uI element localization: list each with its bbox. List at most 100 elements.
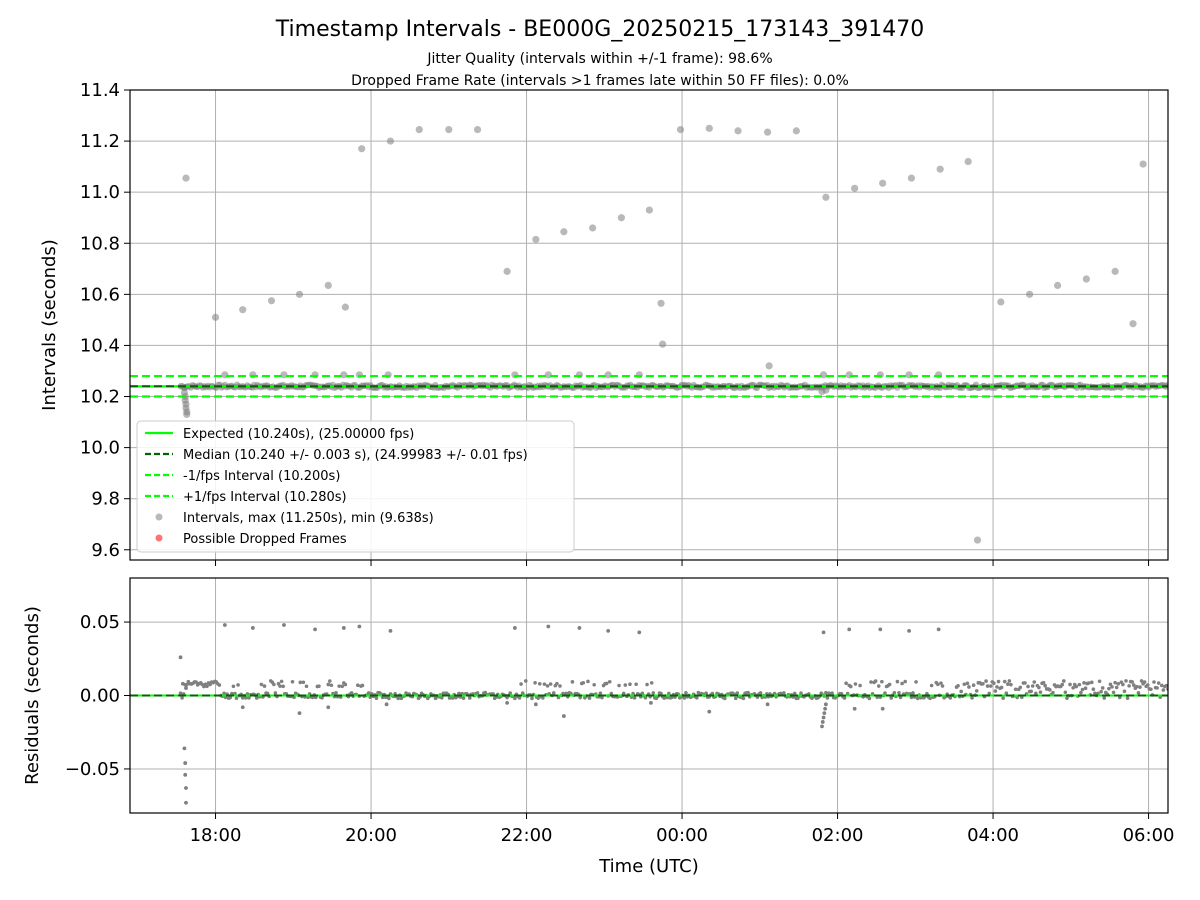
residual-point	[537, 681, 542, 686]
residuals-y-tick-label: −0.05	[65, 759, 120, 780]
residual-point	[272, 682, 276, 687]
residual-point	[1116, 682, 1121, 686]
intervals-y-tick-label: 10.6	[80, 284, 120, 305]
residual-point	[892, 690, 897, 695]
residuals-x-tick-label: 00:00	[656, 825, 708, 846]
residual-point	[659, 691, 663, 696]
residual-point	[230, 691, 234, 696]
intervals-y-tick-label: 9.6	[91, 540, 120, 561]
chart-title: Timestamp Intervals - BE000G_20250215_17…	[275, 17, 924, 42]
residual-point	[981, 681, 985, 686]
residual-point	[684, 691, 688, 695]
interval-point	[819, 371, 828, 379]
residual-point	[1007, 679, 1012, 683]
residual-point	[723, 696, 727, 701]
residual-point	[279, 679, 284, 684]
residual-point	[903, 679, 907, 684]
residual-point	[707, 709, 712, 714]
interval-point	[589, 224, 597, 232]
residuals-y-tick-label: 0.05	[80, 612, 120, 633]
residual-point	[180, 696, 184, 700]
residual-point	[281, 684, 285, 689]
residual-point	[1048, 688, 1052, 692]
residual-point	[564, 691, 568, 696]
residual-point	[184, 800, 188, 805]
residual-point	[183, 772, 188, 777]
residual-point	[1041, 680, 1046, 685]
residuals-x-tick-label: 06:00	[1123, 825, 1175, 846]
residual-point	[240, 705, 245, 710]
interval-point	[851, 184, 859, 192]
residual-point	[617, 683, 621, 688]
residual-point	[758, 691, 763, 695]
residual-point	[1135, 684, 1139, 689]
residual-point	[1038, 690, 1043, 694]
residual-point	[911, 691, 915, 695]
residual-point	[357, 624, 362, 629]
residual-point	[326, 682, 331, 687]
residual-point	[820, 724, 824, 729]
interval-point	[544, 371, 552, 379]
intervals-y-axis-label: Intervals (seconds)	[39, 239, 60, 411]
residual-point	[869, 680, 873, 684]
residual-point	[1063, 690, 1068, 695]
residual-point	[928, 696, 932, 701]
residual-point	[184, 786, 188, 790]
residual-point	[940, 684, 945, 688]
interval-point	[657, 299, 665, 307]
interval-point	[221, 371, 229, 379]
residual-point	[895, 679, 900, 684]
residual-point	[1139, 679, 1144, 683]
residual-point	[301, 680, 306, 685]
residual-point	[649, 700, 653, 705]
residual-point	[250, 626, 255, 630]
residual-point	[962, 682, 967, 687]
residual-point	[607, 679, 612, 684]
residual-point	[822, 711, 827, 716]
interval-point	[1053, 281, 1062, 290]
residual-point	[244, 696, 248, 700]
interval-point	[358, 145, 366, 153]
residual-point	[222, 691, 226, 696]
residual-point	[545, 684, 550, 688]
intervals-panel: 9.6 9.8 10.0 10.2 10.4 10.6 10.8 11.0 11.2 11.4 In…	[39, 80, 1169, 566]
residual-points	[178, 623, 1168, 805]
interval-point	[763, 128, 772, 136]
intervals-y-tick-label: 10.0	[80, 438, 120, 459]
residual-point	[236, 683, 240, 687]
residual-point	[887, 682, 892, 687]
residual-point	[995, 685, 999, 689]
interval-point	[386, 137, 395, 145]
residual-point	[194, 680, 198, 684]
residual-point	[821, 715, 826, 720]
residual-point	[561, 714, 566, 718]
residual-point	[936, 627, 941, 632]
residual-point	[265, 691, 270, 696]
interval-point	[211, 313, 220, 321]
interval-point	[645, 206, 653, 214]
residual-point	[1125, 696, 1130, 700]
residuals-panel: 18:00 20:00 22:00 00:00 02:00 04:00 06:00 −0.05…	[22, 577, 1175, 877]
residual-point	[634, 682, 638, 687]
residual-point	[592, 682, 596, 687]
residual-point	[621, 691, 626, 696]
chart-legend: Expected (10.240s), (25.00000 fps) Median…	[136, 420, 575, 553]
residual-point	[704, 691, 708, 696]
residual-point	[457, 691, 461, 696]
residual-point	[1004, 691, 1009, 696]
residuals-axes-frame	[129, 577, 1169, 814]
residual-point	[231, 684, 236, 689]
residual-point	[1097, 679, 1102, 684]
residual-point	[889, 696, 893, 700]
interval-point	[239, 306, 247, 314]
legend-label-1: Median (10.240 +/- 0.003 s), (24.99983 +…	[183, 448, 528, 463]
interval-point	[1129, 320, 1137, 328]
interval-point	[280, 371, 288, 379]
residual-point	[1082, 681, 1086, 685]
residual-point	[184, 682, 189, 687]
residual-point	[821, 630, 826, 635]
residual-point	[1023, 681, 1027, 685]
residuals-x-tick-label: 20:00	[345, 825, 397, 846]
residual-point	[546, 624, 551, 629]
residual-point	[548, 682, 553, 686]
